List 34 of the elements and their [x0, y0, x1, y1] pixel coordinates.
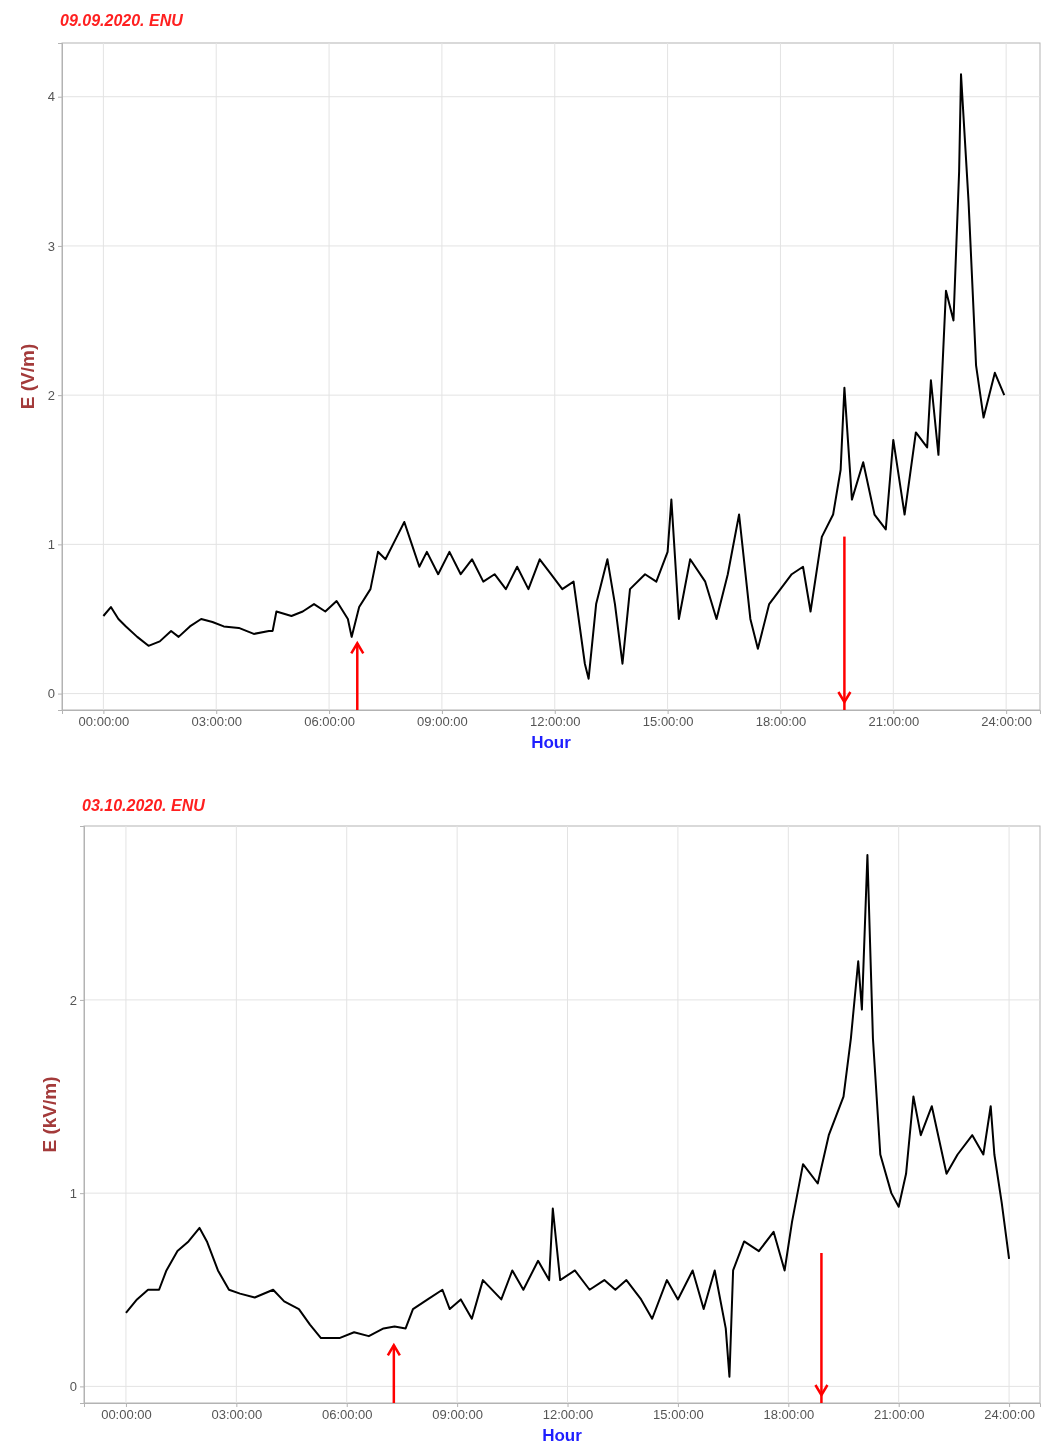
- line-series: [102, 73, 1006, 680]
- y-tick-label: 1: [47, 537, 55, 553]
- x-tick-label: 06:00:00: [321, 1407, 373, 1423]
- x-tick-label: 12:00:00: [542, 1407, 594, 1423]
- x-tick-label: 24:00:00: [981, 714, 1032, 730]
- x-tick-label: 00:00:00: [101, 1407, 152, 1423]
- x-tick-label: 15:00:00: [653, 1407, 704, 1423]
- x-tick-label: 18:00:00: [755, 714, 807, 730]
- y-tick-label: 1: [69, 1185, 77, 1201]
- x-tick-label: 03:00:00: [211, 1407, 263, 1423]
- x-axis-title: Hour: [531, 733, 572, 752]
- x-tick-label: 12:00:00: [529, 714, 581, 730]
- chart-title: 03.10.2020. ENU: [82, 797, 206, 814]
- y-tick-label: 2: [47, 387, 55, 403]
- x-tick-label: 03:00:00: [191, 714, 243, 730]
- x-tick-label: 15:00:00: [642, 714, 694, 730]
- x-tick-label: 21:00:00: [868, 714, 920, 730]
- x-tick-label: 09:00:00: [417, 714, 468, 730]
- x-tick-label: 21:00:00: [873, 1407, 925, 1423]
- y-tick-label: 0: [47, 686, 55, 702]
- x-tick-label: 18:00:00: [763, 1407, 815, 1423]
- y-tick-label: 2: [69, 992, 77, 1008]
- x-tick-label: 24:00:00: [984, 1407, 1035, 1423]
- y-tick-label: 4: [47, 89, 55, 105]
- x-tick-label: 00:00:00: [78, 714, 130, 730]
- chart-title: 09.09.2020. ENU: [60, 12, 184, 29]
- x-tick-label: 06:00:00: [304, 714, 355, 730]
- x-tick-label: 09:00:00: [432, 1407, 483, 1423]
- y-tick-label: 0: [69, 1379, 77, 1395]
- x-axis-title: Hour: [542, 1426, 583, 1445]
- y-axis-title: E (kV/m): [39, 1076, 60, 1153]
- y-axis-title: E (V/m): [17, 343, 38, 410]
- line-series: [124, 853, 1011, 1378]
- y-tick-label: 3: [47, 238, 55, 254]
